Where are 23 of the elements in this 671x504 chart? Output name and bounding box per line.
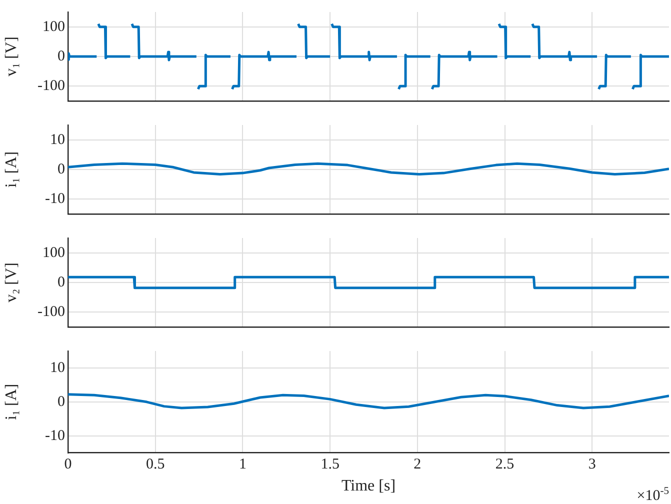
x-tick-label: 1.5 (320, 456, 340, 473)
x-axis-title: Time [s] (341, 478, 396, 495)
x-tick-label: 3 (588, 456, 596, 473)
y-axis-title: v₁ [V] (2, 36, 20, 76)
y-axis-title: v₂ [V] (2, 262, 20, 302)
y-tick-label: 0 (58, 48, 65, 64)
y-axis-title: i₁ [A] (2, 151, 20, 188)
x-tick-label: 1 (238, 456, 246, 473)
x-tick-label: 0.5 (146, 456, 165, 473)
y-axis-title: i₁ [A] (2, 384, 20, 420)
y-tick-label: 0 (58, 394, 65, 410)
y-tick-label: -10 (45, 428, 65, 444)
x-tick-label: 2 (414, 456, 422, 473)
y-tick-label: 10 (50, 360, 65, 376)
y-tick-label: 0 (58, 161, 65, 178)
y-tick-label: 0 (58, 274, 65, 290)
y-tick-label: -100 (38, 78, 65, 94)
y-tick-label: -100 (38, 304, 65, 320)
y-tick-label: -10 (45, 191, 65, 208)
x-tick-label: 2.5 (495, 456, 514, 473)
y-tick-label: 10 (50, 132, 65, 148)
y-tick-label: 100 (42, 244, 65, 261)
y-tick-label: 100 (42, 18, 65, 35)
